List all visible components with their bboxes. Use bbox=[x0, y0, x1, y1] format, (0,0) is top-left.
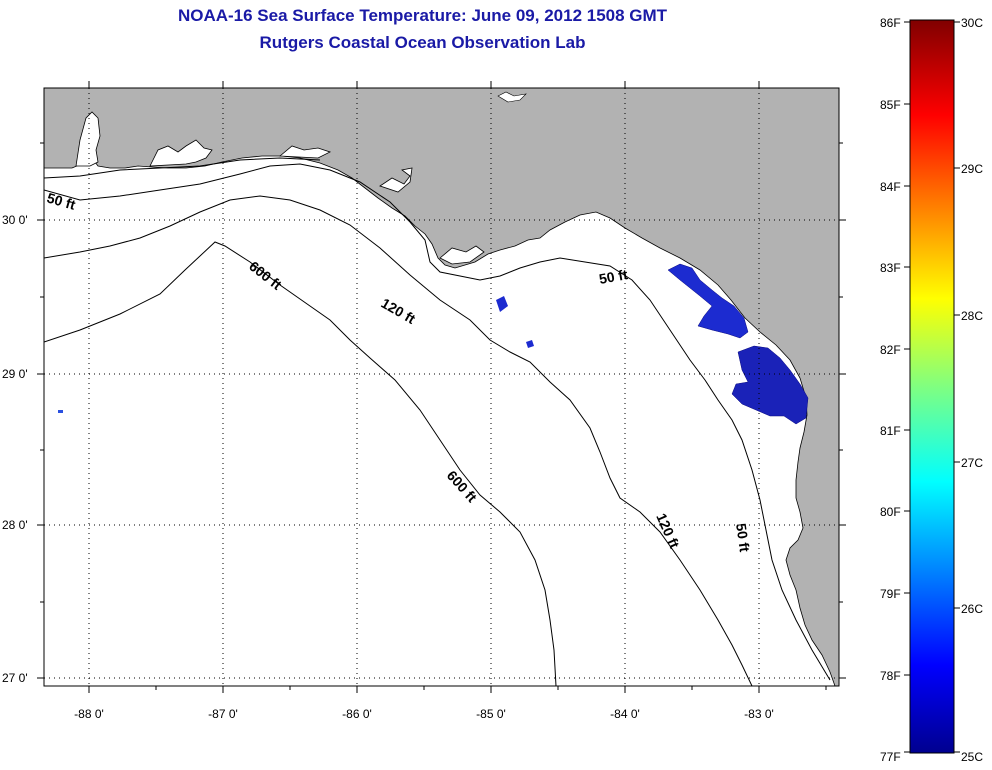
colorbar-label-f: 83F bbox=[880, 261, 901, 275]
bay-detail bbox=[278, 145, 332, 159]
colorbar-label-f: 81F bbox=[880, 424, 901, 438]
bay-detail bbox=[439, 245, 485, 265]
land-mass bbox=[44, 88, 839, 686]
barrier-island-line bbox=[44, 157, 321, 179]
colorbar-label-f: 86F bbox=[880, 16, 901, 30]
longitude-label: -86 0' bbox=[342, 707, 372, 721]
colorbar-label-c: 28C bbox=[961, 309, 983, 323]
sst-patch bbox=[667, 263, 749, 339]
longitude-label: -88 0' bbox=[74, 707, 104, 721]
colorbar-label-f: 85F bbox=[880, 98, 901, 112]
contour-label-50ft: 50 ft bbox=[733, 522, 753, 553]
colorbar-label-c: 27C bbox=[961, 456, 983, 470]
sst-patch bbox=[731, 345, 809, 425]
contour-120ft-line bbox=[44, 195, 753, 686]
map-frame bbox=[43, 87, 840, 687]
colorbar-label-f: 84F bbox=[880, 180, 901, 194]
sst-patch bbox=[526, 340, 534, 348]
longitude-label: -85 0' bbox=[476, 707, 506, 721]
latitude-label: 27 0' bbox=[2, 671, 28, 685]
longitude-label: -84 0' bbox=[610, 707, 640, 721]
colorbar-label-f: 79F bbox=[880, 587, 901, 601]
bay-detail bbox=[75, 111, 101, 167]
contour-label-50ft: 50 ft bbox=[45, 190, 77, 213]
sst-patch bbox=[496, 296, 508, 312]
sst-patch bbox=[58, 410, 63, 413]
axis-ticks bbox=[37, 81, 846, 693]
longitude-label: -87 0' bbox=[208, 707, 238, 721]
colorbar-label-c: 30C bbox=[961, 16, 983, 30]
colorbar-label-c: 26C bbox=[961, 602, 983, 616]
latitude-label: 30 0' bbox=[2, 213, 28, 227]
colorbar-label-f: 77F bbox=[880, 750, 901, 764]
colorbar-label-c: 29C bbox=[961, 162, 983, 176]
colorbar-label-f: 80F bbox=[880, 505, 901, 519]
longitude-label: -83 0' bbox=[744, 707, 774, 721]
bay-detail bbox=[379, 167, 413, 193]
colorbar bbox=[909, 19, 955, 754]
colorbar-ticks bbox=[904, 21, 960, 753]
map-subtitle: Rutgers Coastal Ocean Observation Lab bbox=[259, 33, 586, 52]
colorbar-label-c: 25C bbox=[961, 750, 983, 764]
contour-600ft-line bbox=[44, 241, 557, 686]
latitude-label: 29 0' bbox=[2, 367, 28, 381]
bay-detail bbox=[149, 139, 213, 167]
lake-detail bbox=[497, 91, 527, 103]
map-title: NOAA-16 Sea Surface Temperature: June 09… bbox=[177, 6, 668, 25]
latitude-label: 28 0' bbox=[2, 518, 28, 532]
contour-50ft-line bbox=[44, 163, 831, 681]
colorbar-label-f: 78F bbox=[880, 669, 901, 683]
contour-label-50ft: 50 ft bbox=[598, 266, 629, 287]
colorbar-label-f: 82F bbox=[880, 343, 901, 357]
